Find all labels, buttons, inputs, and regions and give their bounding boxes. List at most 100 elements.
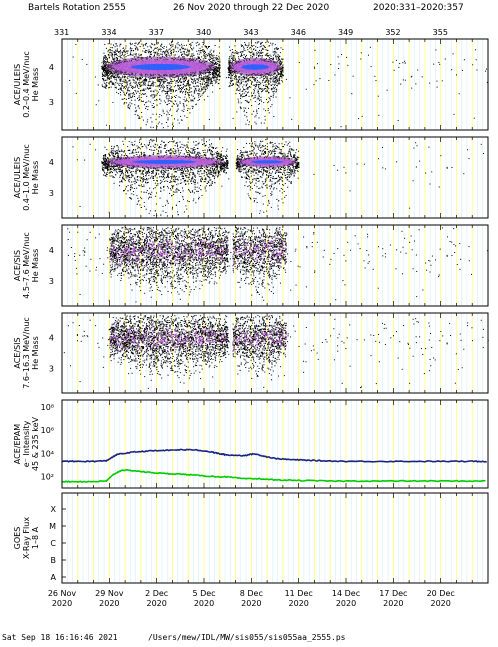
- data-point: [125, 76, 127, 78]
- data-point: [130, 43, 132, 45]
- data-point: [186, 48, 188, 50]
- data-point: [183, 83, 185, 85]
- data-point: [268, 97, 270, 99]
- data-point: [213, 62, 215, 64]
- data-point: [168, 52, 170, 54]
- data-point: [173, 49, 175, 51]
- data-point: [135, 76, 137, 78]
- data-point: [252, 84, 254, 86]
- data-point: [170, 46, 172, 48]
- data-point: [215, 79, 217, 81]
- data-point: [219, 61, 221, 63]
- data-point: [109, 73, 111, 75]
- data-point: [203, 99, 205, 101]
- data-point: [117, 77, 119, 79]
- data-point: [198, 74, 200, 76]
- data-point: [411, 87, 413, 89]
- data-point: [129, 54, 131, 56]
- data-point: [175, 46, 177, 48]
- data-point: [204, 88, 206, 90]
- panel-label: He Mass: [31, 68, 40, 102]
- data-point: [191, 79, 193, 81]
- data-point: [135, 54, 137, 56]
- data-point: [229, 70, 231, 72]
- data-point: [110, 81, 112, 83]
- data-point: [168, 102, 170, 104]
- data-point: [101, 78, 103, 80]
- data-point: [111, 54, 113, 56]
- data-point: [190, 99, 192, 101]
- data-point: [194, 74, 196, 76]
- data-point: [239, 76, 241, 78]
- data-point: [207, 77, 209, 79]
- data-point: [185, 44, 187, 46]
- data-point: [228, 71, 230, 73]
- data-point: [377, 95, 379, 97]
- data-point: [281, 73, 283, 75]
- data-point: [144, 84, 146, 86]
- data-point: [164, 77, 166, 79]
- data-point: [175, 100, 177, 102]
- data-point: [139, 116, 141, 118]
- data-point: [116, 54, 118, 56]
- data-point: [241, 82, 243, 84]
- data-point: [240, 74, 242, 76]
- data-point: [213, 69, 215, 71]
- data-point: [193, 80, 195, 82]
- data-point: [181, 119, 183, 121]
- data-point: [242, 90, 244, 92]
- data-point: [214, 65, 216, 67]
- data-point: [253, 77, 255, 79]
- data-point: [176, 103, 178, 105]
- data-point: [104, 79, 106, 81]
- data-point: [147, 171, 149, 173]
- data-point: [135, 77, 137, 79]
- data-point: [159, 77, 161, 79]
- data-point: [216, 59, 218, 61]
- data-point: [461, 69, 463, 71]
- data-point: [218, 52, 220, 54]
- data-point: [124, 53, 126, 55]
- data-point: [168, 54, 170, 56]
- data-point: [95, 104, 97, 106]
- data-point: [231, 77, 233, 79]
- data-point: [233, 52, 235, 54]
- data-point: [213, 50, 215, 52]
- data-point: [246, 94, 248, 96]
- data-point: [123, 86, 125, 88]
- data-point: [126, 77, 128, 79]
- data-point: [124, 88, 126, 90]
- data-point: [186, 100, 188, 102]
- data-point: [156, 53, 158, 55]
- data-point: [386, 89, 388, 91]
- data-point: [173, 95, 175, 97]
- data-point: [260, 43, 262, 45]
- data-point: [207, 77, 209, 79]
- data-point: [154, 44, 156, 46]
- data-point: [431, 171, 433, 173]
- data-point: [218, 82, 220, 84]
- data-point: [166, 95, 168, 97]
- data-point: [188, 95, 190, 97]
- data-point: [165, 92, 167, 94]
- data-point: [158, 53, 160, 55]
- data-point: [263, 108, 265, 110]
- data-point: [109, 86, 111, 88]
- data-point: [392, 61, 394, 63]
- data-point: [156, 79, 158, 81]
- data-point: [104, 70, 106, 72]
- data-point: [123, 103, 125, 105]
- data-point: [244, 114, 246, 116]
- data-point: [281, 59, 283, 61]
- data-point: [258, 83, 260, 85]
- data-point: [214, 75, 216, 77]
- data-point: [108, 56, 110, 58]
- data-point: [108, 87, 110, 89]
- data-point: [180, 115, 182, 117]
- data-point: [215, 69, 217, 71]
- data-point: [232, 117, 234, 119]
- data-point: [191, 91, 193, 93]
- data-point: [271, 84, 273, 86]
- data-point: [264, 85, 266, 87]
- data-point: [135, 42, 137, 44]
